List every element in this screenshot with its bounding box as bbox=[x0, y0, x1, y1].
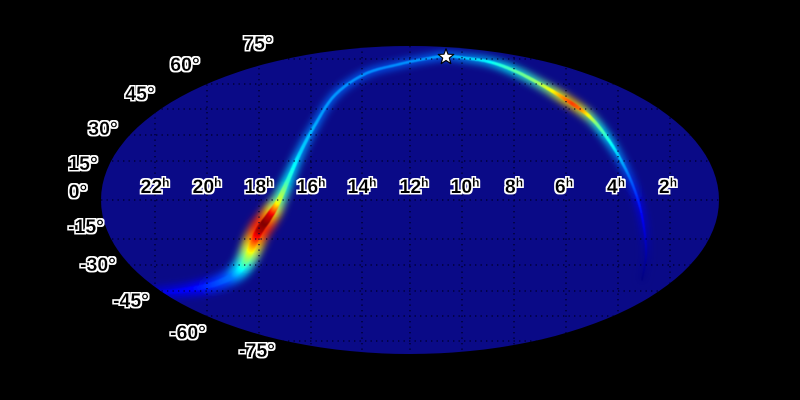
svg-text:60°: 60° bbox=[170, 54, 200, 76]
svg-text:0°: 0° bbox=[69, 181, 88, 203]
svg-text:-75°: -75° bbox=[239, 340, 275, 362]
svg-text:15°: 15° bbox=[68, 153, 98, 175]
svg-text:-30°: -30° bbox=[80, 254, 116, 276]
svg-text:45°: 45° bbox=[125, 83, 155, 105]
svg-text:-60°: -60° bbox=[170, 322, 206, 344]
svg-text:75°: 75° bbox=[243, 33, 273, 55]
svg-text:30°: 30° bbox=[88, 118, 118, 140]
svg-text:-45°: -45° bbox=[113, 290, 149, 312]
svg-text:-15°: -15° bbox=[68, 216, 104, 238]
